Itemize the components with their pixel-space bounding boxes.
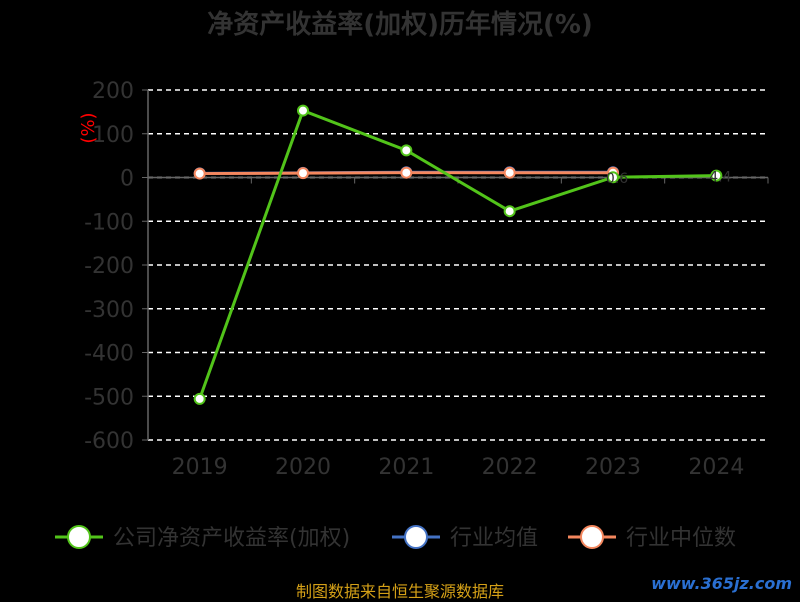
chart-title: 净资产收益率(加权)历年情况(%) [207, 10, 593, 40]
data-label: 0.6 [606, 171, 628, 187]
y-axis-label: (%) [78, 112, 99, 143]
y-tick-label: -100 [84, 210, 134, 235]
series-line [198, 108, 717, 400]
data-point [710, 169, 723, 182]
y-tick-label: -400 [84, 342, 134, 367]
x-tick-label: 2021 [378, 455, 434, 480]
legend-label: 行业均值 [450, 526, 538, 551]
y-tick-label: -600 [84, 429, 134, 454]
y-tick-label: -500 [84, 385, 134, 410]
y-tick-label: 0 [120, 167, 134, 192]
legend-marker [67, 525, 91, 549]
data-point [400, 144, 413, 157]
data-point [297, 167, 309, 180]
data-point [297, 104, 309, 117]
x-tick-label: 2022 [482, 455, 538, 480]
x-tick-label: 2024 [688, 455, 744, 480]
data-source-note: 制图数据来自恒生聚源数据库 [295, 582, 504, 601]
legend-label: 公司净资产收益率(加权) [113, 526, 350, 551]
data-point [193, 392, 206, 405]
y-tick-label: -200 [84, 254, 134, 279]
y-tick-label: -300 [84, 298, 134, 323]
y-tick-label: 200 [92, 79, 134, 104]
watermark: www.365jz.com [651, 574, 792, 593]
data-point [503, 166, 516, 179]
legend-marker [404, 525, 428, 549]
x-tick-label: 2020 [275, 455, 331, 480]
legend-label: 行业中位数 [626, 526, 736, 551]
data-point [400, 166, 413, 179]
legend-marker [580, 525, 604, 549]
data-point [193, 167, 206, 180]
y-tick-label: 100 [92, 123, 134, 148]
data-label: 4.4 [709, 170, 731, 186]
x-tick-label: 2023 [585, 455, 641, 480]
data-point [503, 205, 516, 218]
x-tick-label: 2019 [172, 455, 228, 480]
data-point [607, 171, 619, 184]
